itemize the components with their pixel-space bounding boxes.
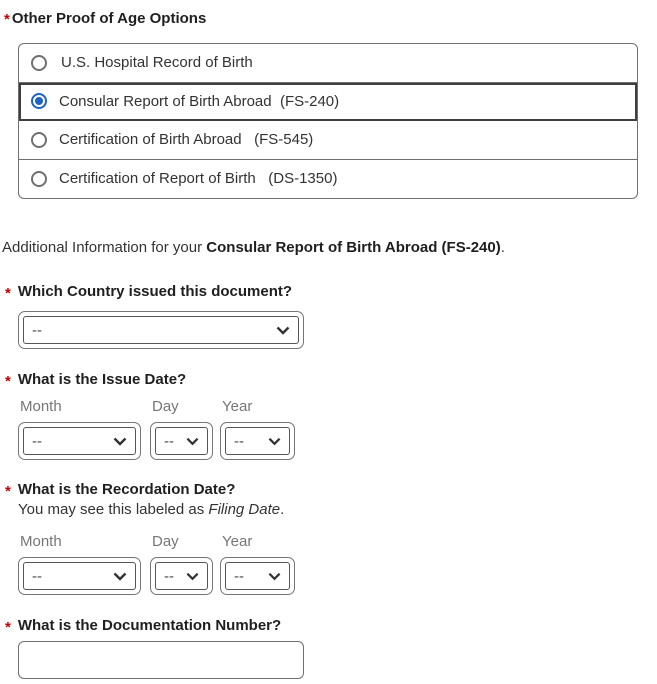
required-asterisk: * [5, 373, 11, 390]
radio-icon[interactable] [31, 93, 47, 110]
documentation-number-input[interactable] [18, 641, 304, 679]
issue-year-value: -- [234, 432, 244, 450]
issue-date-question-label: * What is the Issue Date? [5, 371, 657, 390]
issue-date-question-text: What is the Issue Date? [17, 371, 187, 388]
issue-date-field-labels: Month Day Year [20, 398, 657, 415]
day-label: Day [152, 398, 179, 415]
recordation-day-value: -- [164, 567, 174, 585]
country-select-value: -- [32, 321, 42, 339]
option-us-hospital-record[interactable]: U.S. Hospital Record of Birth [19, 44, 637, 83]
recordation-date-selects: -- -- -- [18, 557, 657, 595]
month-label: Month [20, 398, 62, 415]
required-asterisk: * [5, 619, 11, 636]
radio-icon[interactable] [31, 170, 47, 187]
recordation-month-select[interactable]: -- [18, 557, 141, 595]
chevron-down-icon [113, 437, 127, 446]
option-certification-report-birth-ds1350[interactable]: Certification of Report of Birth (DS-135… [19, 160, 637, 199]
country-question-label: * Which Country issued this document? [5, 283, 657, 302]
required-asterisk: * [5, 483, 11, 500]
chevron-down-icon [186, 437, 199, 445]
recordation-date-note: You may see this labeled as Filing Date. [18, 501, 657, 518]
country-select-box[interactable]: -- [23, 316, 299, 344]
option-label: Certification of Report of Birth (DS-135… [59, 170, 338, 188]
issue-month-select-box[interactable]: -- [23, 427, 136, 455]
option-label: Consular Report of Birth Abroad (FS-240) [59, 92, 340, 110]
required-asterisk: * [4, 11, 10, 28]
radio-icon[interactable] [31, 131, 47, 148]
recordation-month-value: -- [32, 567, 42, 585]
option-consular-report-fs240[interactable]: Consular Report of Birth Abroad (FS-240) [19, 82, 637, 121]
issue-year-select-box[interactable]: -- [225, 427, 290, 455]
issue-year-select[interactable]: -- [220, 422, 295, 460]
recordation-day-select[interactable]: -- [150, 557, 213, 595]
recordation-date-field-labels: Month Day Year [20, 533, 657, 550]
documentation-number-question-label: * What is the Documentation Number? [5, 617, 657, 636]
note-italic-term: Filing Date [208, 501, 281, 518]
chevron-down-icon [268, 437, 281, 445]
additional-info-suffix: . [500, 239, 505, 256]
day-label: Day [152, 533, 179, 550]
chevron-down-icon [113, 572, 127, 581]
issue-month-value: -- [32, 432, 42, 450]
year-label: Year [222, 398, 253, 415]
option-label: Certification of Birth Abroad (FS-545) [59, 131, 314, 149]
issue-month-select[interactable]: -- [18, 422, 141, 460]
month-label: Month [20, 533, 62, 550]
recordation-day-select-box[interactable]: -- [155, 562, 208, 590]
year-label: Year [222, 533, 253, 550]
required-asterisk: * [5, 285, 11, 302]
option-label: U.S. Hospital Record of Birth [61, 54, 253, 72]
option-certification-birth-abroad-fs545[interactable]: Certification of Birth Abroad (FS-545) [19, 121, 637, 160]
additional-info-prefix: Additional Information for your [2, 239, 207, 256]
chevron-down-icon [276, 326, 290, 335]
recordation-year-select[interactable]: -- [220, 557, 295, 595]
issue-day-value: -- [164, 432, 174, 450]
chevron-down-icon [268, 572, 281, 580]
additional-info-text: Additional Information for your Consular… [2, 239, 657, 256]
recordation-month-select-box[interactable]: -- [23, 562, 136, 590]
recordation-year-value: -- [234, 567, 244, 585]
recordation-year-select-box[interactable]: -- [225, 562, 290, 590]
issue-day-select-box[interactable]: -- [155, 427, 208, 455]
section-title: * Other Proof of Age Options [4, 10, 657, 28]
chevron-down-icon [186, 572, 199, 580]
country-select[interactable]: -- [18, 311, 304, 349]
documentation-number-question-text: What is the Documentation Number? [17, 617, 282, 634]
recordation-date-question-text: What is the Recordation Date? [17, 481, 236, 498]
radio-icon[interactable] [31, 54, 47, 71]
note-suffix: . [280, 501, 285, 518]
additional-info-document-name: Consular Report of Birth Abroad (FS-240) [206, 239, 501, 256]
note-prefix: You may see this labeled as [18, 501, 209, 518]
section-title-text: Other Proof of Age Options [11, 10, 207, 27]
proof-of-age-option-group: U.S. Hospital Record of Birth Consular R… [18, 43, 638, 199]
issue-day-select[interactable]: -- [150, 422, 213, 460]
recordation-date-question-label: * What is the Recordation Date? [5, 481, 657, 500]
country-question-text: Which Country issued this document? [17, 283, 293, 300]
issue-date-selects: -- -- -- [18, 422, 657, 460]
